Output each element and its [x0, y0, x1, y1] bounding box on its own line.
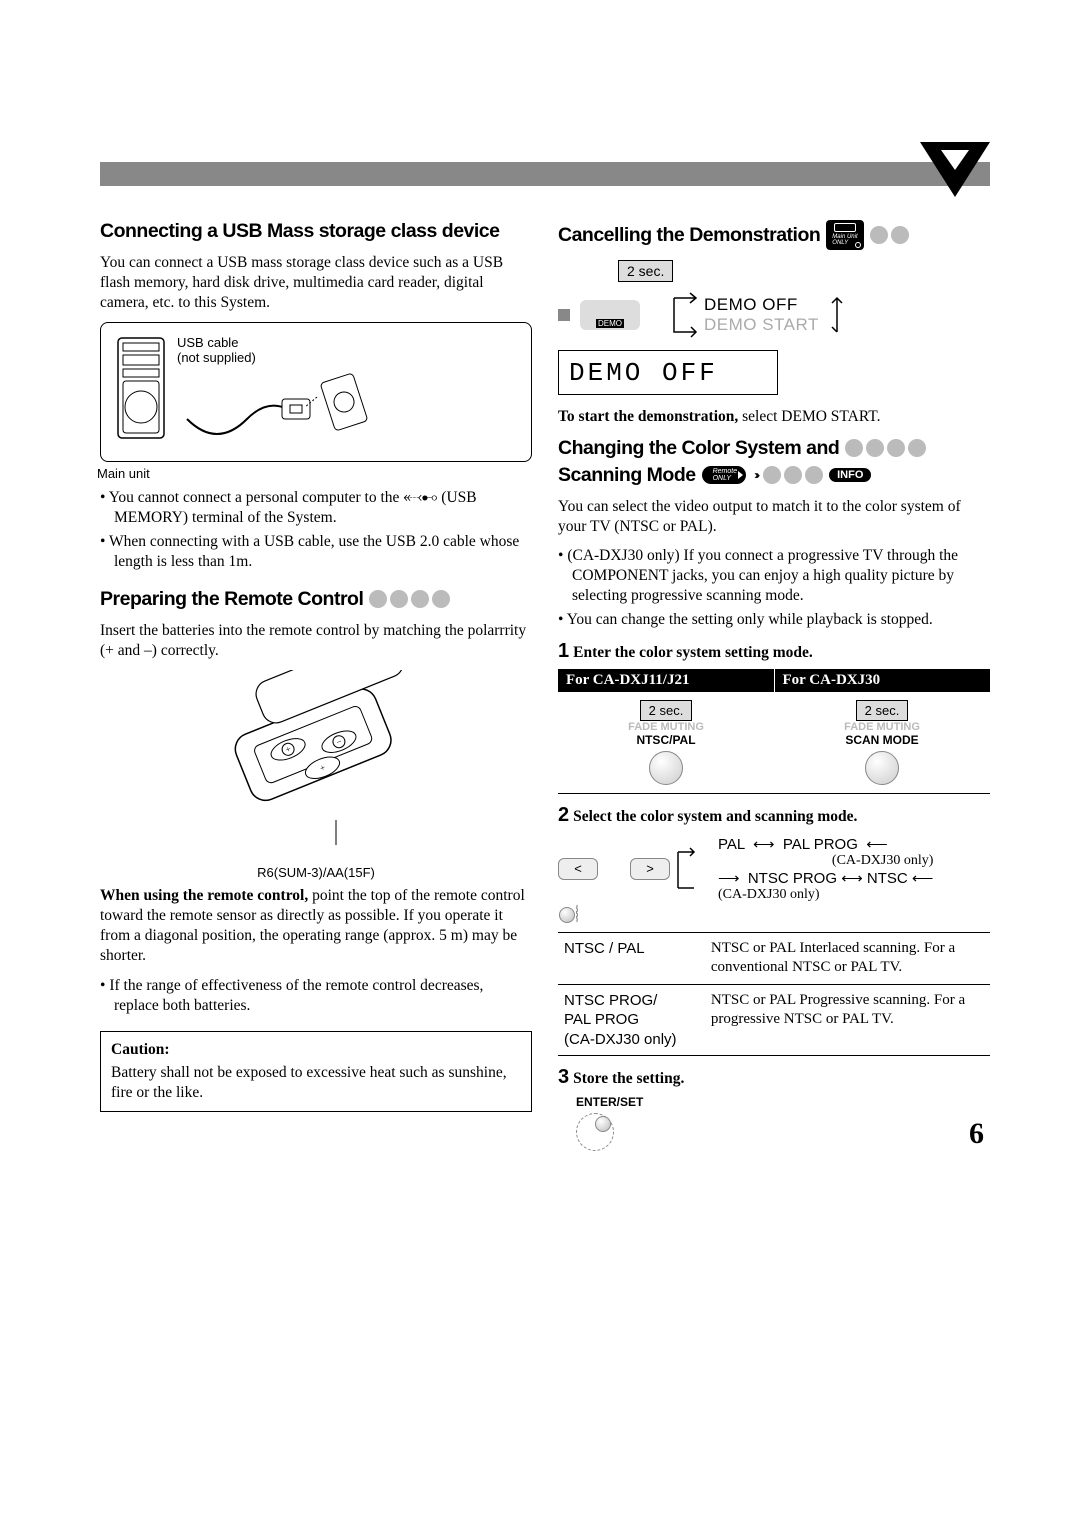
remote-only-badge: Remote ONLY	[702, 466, 747, 484]
bracket-icon	[672, 844, 702, 894]
heading-dot-icon	[411, 590, 429, 608]
heading-demo-text: Cancelling the Demonstration	[558, 224, 820, 247]
heading-dot-icon	[784, 466, 802, 484]
heading-dot-icon	[432, 590, 450, 608]
heading-demo: Cancelling the Demonstration Main Unit O…	[558, 220, 990, 250]
caution-title: Caution:	[111, 1040, 521, 1060]
usb-intro: You can connect a USB mass storage class…	[100, 253, 532, 312]
scan-mode-button-icon	[865, 751, 899, 785]
mode-cycle-diagram: < > PAL ⟷ PAL PROG ⟵ (CA-DXJ30 only)	[558, 835, 990, 922]
demo-start-label: DEMO START	[704, 315, 819, 335]
model-cell-2: 2 sec. FADE MUTING SCAN MODE	[774, 692, 990, 794]
heading-dot-icon	[845, 439, 863, 457]
loop-arrow-icon	[670, 288, 698, 342]
step-1: 1 Enter the color system setting mode.	[558, 640, 990, 663]
demo-figure: 2 sec. DEMO OFF DEMO START	[558, 260, 990, 395]
heading-dot-icon	[805, 466, 823, 484]
heading-dot-icon	[891, 226, 909, 244]
color-bullet-2: You can change the setting only while pl…	[558, 610, 990, 630]
scan-mode-cell: NTSC PROG/ PAL PROG (CA-DXJ30 only)	[558, 984, 705, 1056]
signal-icon: ›››	[754, 468, 757, 482]
enter-set-label: ENTER/SET	[576, 1095, 990, 1109]
two-sec-badge: 2 sec.	[856, 700, 909, 721]
caution-box: Caution: Battery shall not be exposed to…	[100, 1031, 532, 1111]
heading-dot-icon	[866, 439, 884, 457]
header-bar	[100, 162, 990, 186]
nav-ring-icon	[576, 904, 578, 923]
remote-intro: Insert the batteries into the remote con…	[100, 621, 532, 661]
heading-color: Changing the Color System and Scanning M…	[558, 437, 990, 487]
demo-button-icon	[580, 300, 640, 330]
usb-note-1: You cannot connect a personal computer t…	[100, 488, 532, 528]
model-table: For CA-DXJ11/J21 For CA-DXJ30 2 sec. FAD…	[558, 669, 990, 794]
main-unit-icon	[115, 335, 167, 445]
heading-remote-text: Preparing the Remote Control	[100, 588, 363, 611]
caution-text: Battery shall not be exposed to excessiv…	[111, 1063, 521, 1103]
loop-return-arrow-icon	[825, 288, 843, 342]
model-col1-header: For CA-DXJ11/J21	[558, 669, 774, 692]
right-column: Cancelling the Demonstration Main Unit O…	[558, 220, 990, 1151]
remote-battery-figure: + − +	[186, 670, 446, 860]
scan-desc-cell: NTSC or PAL Progressive scanning. For a …	[705, 984, 990, 1056]
figure-usb: USB cable (not supplied) Main unit	[100, 322, 532, 462]
usb-notes: You cannot connect a personal computer t…	[100, 488, 532, 571]
table-row: NTSC PROG/ PAL PROG (CA-DXJ30 only) NTSC…	[558, 984, 990, 1056]
heading-color-line2: Scanning Mode	[558, 464, 696, 487]
color-bullet-1: (CA-DXJ30 only) If you connect a progres…	[558, 546, 990, 605]
remote-tip: When using the remote control, point the…	[100, 886, 532, 965]
heading-usb-text: Connecting a USB Mass storage class devi…	[100, 220, 500, 243]
model-col2-header: For CA-DXJ30	[774, 669, 990, 692]
color-bullets: (CA-DXJ30 only) If you connect a progres…	[558, 546, 990, 629]
stop-icon	[558, 309, 570, 321]
scan-mode-table: NTSC / PAL NTSC or PAL Interlaced scanni…	[558, 932, 990, 1057]
model-cell-1: 2 sec. FADE MUTING NTSC/PAL	[558, 692, 774, 794]
scan-desc-cell: NTSC or PAL Interlaced scanning. For a c…	[705, 932, 990, 984]
heading-dot-icon	[870, 226, 888, 244]
usb-note-2: When connecting with a USB cable, use th…	[100, 532, 532, 572]
demo-off-label: DEMO OFF	[704, 295, 819, 315]
step-3: 3 Store the setting.	[558, 1066, 990, 1089]
heading-dot-icon	[763, 466, 781, 484]
info-badge: INFO	[829, 468, 871, 482]
demo-start-note: To start the demonstration, select DEMO …	[558, 407, 990, 427]
heading-remote: Preparing the Remote Control	[100, 588, 532, 611]
main-unit-only-badge: Main Unit ONLY	[826, 220, 863, 250]
two-sec-badge: 2 sec.	[618, 260, 673, 282]
heading-usb: Connecting a USB Mass storage class devi…	[100, 220, 532, 243]
color-intro: You can select the video output to match…	[558, 497, 990, 537]
remote-note-list: If the range of effectiveness of the rem…	[100, 976, 532, 1016]
prev-button-icon: <	[558, 858, 598, 880]
battery-caption: R6(SUM-3)/AA(15F)	[100, 865, 532, 880]
left-column: Connecting a USB Mass storage class devi…	[100, 220, 532, 1151]
ntsc-pal-button-icon	[649, 751, 683, 785]
heading-dot-icon	[390, 590, 408, 608]
step-2: 2 Select the color system and scanning m…	[558, 804, 990, 827]
remote-note: If the range of effectiveness of the rem…	[100, 976, 532, 1016]
heading-color-line1: Changing the Color System and	[558, 437, 839, 460]
header-triangle-icon	[920, 142, 990, 197]
heading-dot-icon	[908, 439, 926, 457]
two-sec-badge: 2 sec.	[640, 700, 693, 721]
main-unit-label: Main unit	[97, 466, 150, 481]
usb-cable-icon	[177, 359, 377, 449]
page-number: 6	[969, 1117, 984, 1151]
heading-dot-icon	[887, 439, 905, 457]
lcd-display: DEMO OFF	[558, 350, 778, 395]
next-button-icon: >	[630, 858, 670, 880]
heading-dot-icon	[369, 590, 387, 608]
table-row: NTSC / PAL NTSC or PAL Interlaced scanni…	[558, 932, 990, 984]
enter-set-button-icon	[576, 1113, 614, 1151]
scan-mode-cell: NTSC / PAL	[558, 932, 705, 984]
